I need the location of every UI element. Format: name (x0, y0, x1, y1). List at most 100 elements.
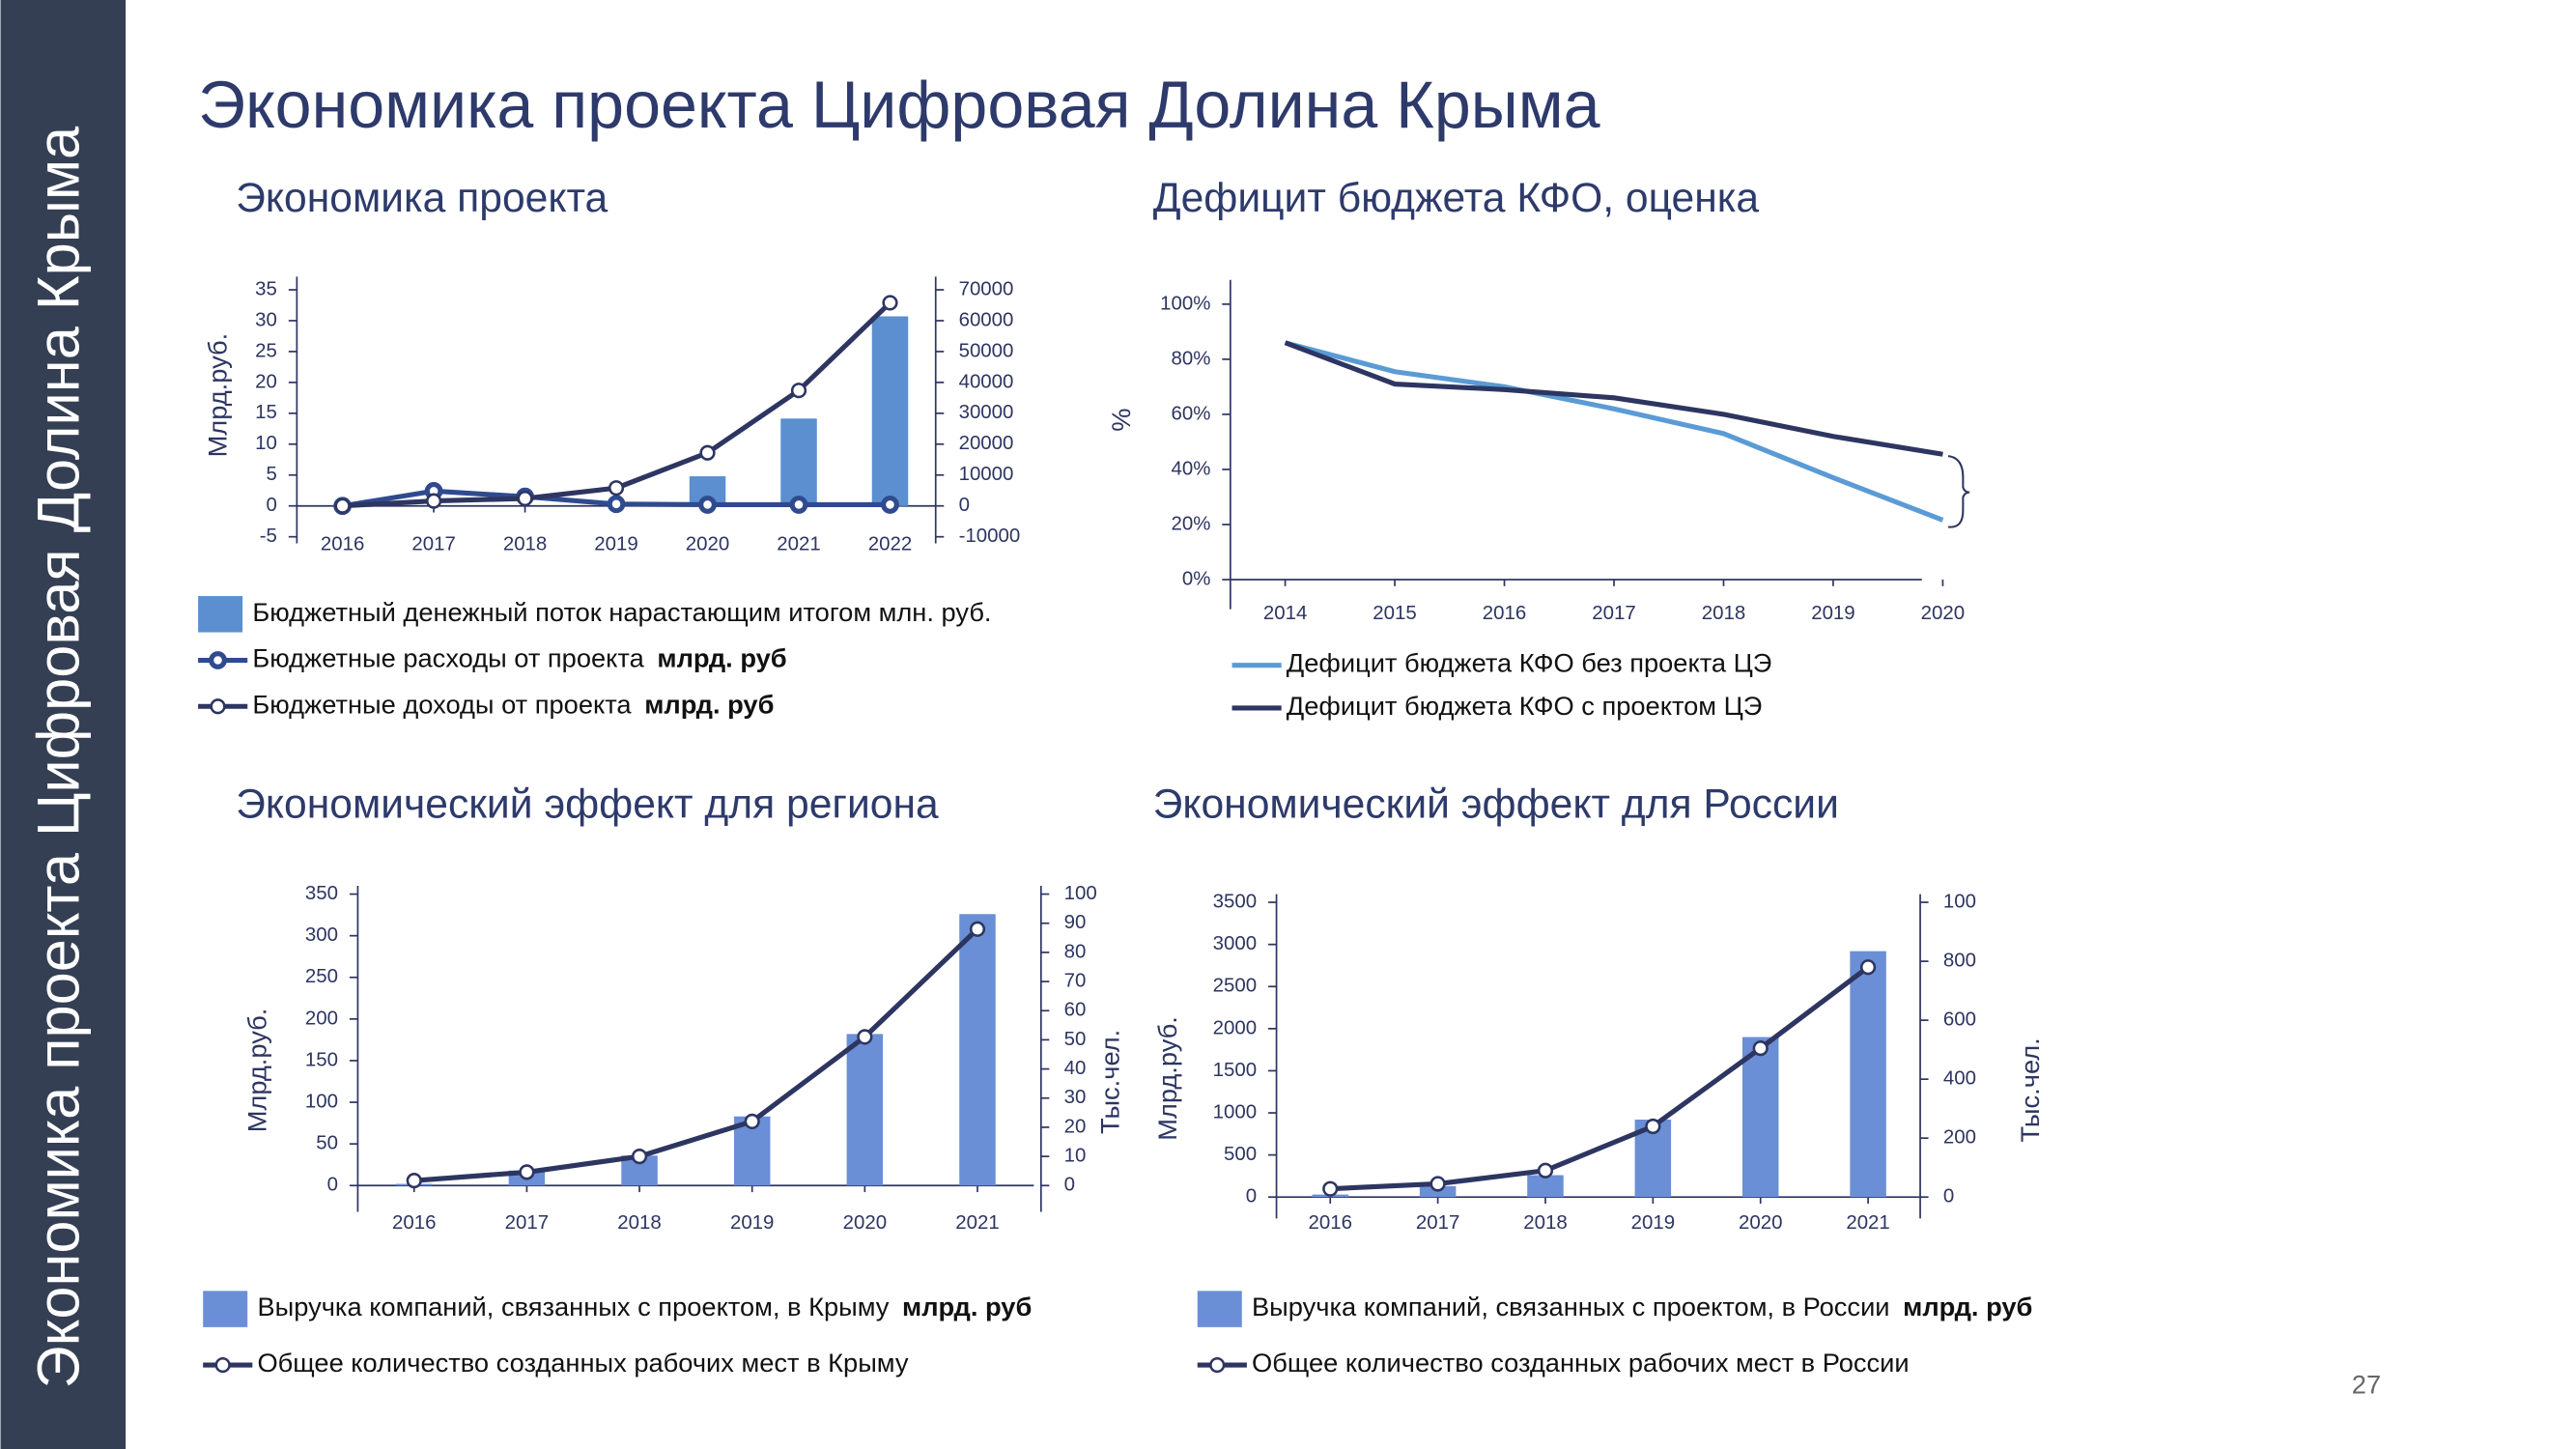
legend-name: Выручка компаний, связанных с проектом, … (1252, 1292, 1890, 1321)
y-tick-label: 2000 (1213, 1016, 1257, 1038)
y-tick-label: 10 (255, 432, 277, 454)
legend-swatch (203, 1291, 248, 1327)
y2-tick-label: 400 (1943, 1067, 1976, 1090)
x-tick-label: 2019 (594, 533, 637, 555)
legend-name: Бюджетный денежный поток нарастающим ито… (252, 597, 991, 627)
line (1284, 340, 1944, 523)
legend-unit: млрд. руб (657, 643, 786, 673)
marker (699, 444, 716, 461)
y2-tick-label: 0 (959, 494, 970, 516)
y2-tick-label: 100 (1943, 890, 1976, 912)
legend-name: Дефицит бюджета КФО без проекта ЦЭ (1287, 648, 1772, 678)
y2-tick-label: 30 (1064, 1086, 1087, 1108)
y2-tick-label: 600 (1943, 1009, 1976, 1031)
page-number: 27 (2352, 1369, 2381, 1399)
y-tick-label: 300 (305, 923, 338, 946)
marker (517, 490, 533, 507)
y2-tick-label: 30000 (959, 401, 1014, 423)
legend-label: Дефицит бюджета КФО без проекта ЦЭ (1287, 648, 1772, 678)
y-tick-label: 20% (1171, 512, 1210, 534)
x-tick-label: 2020 (1921, 602, 1965, 624)
bar (780, 418, 817, 506)
y-tick-label: 100% (1160, 292, 1210, 314)
x-tick-label: 2015 (1373, 602, 1416, 624)
x-tick-label: 2016 (321, 533, 364, 555)
line (1330, 965, 1870, 1192)
marker (607, 495, 626, 514)
marker (519, 1164, 535, 1180)
y-tick-label: 5 (267, 463, 277, 485)
legend-label: Общее количество созданных рабочих мест … (1252, 1348, 1910, 1378)
sidebar (0, 0, 127, 1449)
y-tick-label: 15 (255, 401, 277, 423)
y2-tick-label: 90 (1064, 911, 1087, 933)
y-tick-label: 0 (267, 494, 277, 516)
y2-tick-label: 20000 (959, 432, 1014, 454)
y-tick-label: 50 (316, 1132, 338, 1154)
legend-name: Выручка компаний, связанных с проектом, … (257, 1292, 889, 1321)
x-tick-label: 2019 (1631, 1211, 1675, 1234)
legend-unit: млрд. руб (1903, 1292, 2032, 1321)
x-tick-label: 2021 (777, 533, 820, 555)
x-tick-label: 2014 (1263, 602, 1307, 624)
legend-label: Дефицит бюджета КФО с проектом ЦЭ (1287, 691, 1763, 721)
y2-tick-label: 60000 (959, 308, 1014, 330)
y2-tick-label: 50000 (959, 339, 1014, 361)
x-tick-label: 2018 (503, 533, 547, 555)
y-tick-label: 25 (255, 339, 277, 361)
y-axis-title: Млрд.руб. (202, 333, 232, 458)
y-tick-label: 0% (1182, 567, 1211, 589)
x-tick-label: 2022 (868, 533, 912, 555)
marker (857, 1029, 873, 1045)
bar (959, 914, 996, 1186)
y-tick-label: 3000 (1213, 932, 1257, 954)
x-tick-label: 2017 (1592, 602, 1635, 624)
marker (406, 1173, 422, 1189)
marker (1645, 1118, 1661, 1135)
y2-tick-label: 0 (1943, 1185, 1954, 1208)
y-tick-label: 1500 (1213, 1059, 1257, 1081)
y-tick-label: 40% (1171, 457, 1210, 479)
y2-tick-label: 50 (1064, 1028, 1087, 1050)
y2-axis-title: Тыс.чел. (2015, 1037, 2045, 1142)
x-tick-label: 2016 (1483, 602, 1526, 624)
x-tick-label: 2020 (686, 533, 729, 555)
line (413, 926, 979, 1183)
marker (334, 497, 351, 514)
y2-tick-label: 60 (1064, 999, 1087, 1021)
x-tick-label: 2018 (617, 1211, 661, 1234)
y-axis-title: % (1106, 409, 1136, 432)
y2-tick-label: -10000 (959, 525, 1021, 547)
x-tick-label: 2018 (1523, 1211, 1567, 1234)
bar (1741, 1037, 1779, 1198)
legend-label: Выручка компаний, связанных с проектом, … (257, 1292, 1032, 1321)
legend-marker (209, 651, 227, 669)
x-tick-label: 2017 (505, 1211, 549, 1234)
y-tick-label: 500 (1224, 1143, 1257, 1165)
y2-tick-label: 70000 (959, 277, 1014, 299)
y-axis-title: Млрд.руб. (1152, 1016, 1182, 1141)
sidebar-title: Экономика проекта Цифровая Долина Крыма (26, 126, 93, 1388)
y-tick-label: 0 (1246, 1185, 1257, 1208)
y2-tick-label: 100 (1064, 882, 1097, 904)
y-tick-label: 350 (305, 882, 338, 904)
legend-label: Бюджетный денежный поток нарастающим ито… (252, 597, 991, 627)
y-tick-label: 150 (305, 1048, 338, 1070)
marker (744, 1113, 760, 1129)
bar (1527, 1175, 1564, 1198)
x-tick-label: 2020 (843, 1211, 887, 1234)
x-tick-label: 2018 (1702, 602, 1745, 624)
x-tick-label: 2021 (955, 1211, 999, 1234)
y-tick-label: 60% (1171, 402, 1210, 424)
legend-unit: млрд. руб (644, 689, 774, 719)
y-axis-title: Млрд.руб. (241, 1009, 271, 1133)
marker (789, 496, 808, 514)
marker (969, 921, 986, 937)
marker (1322, 1180, 1339, 1197)
legend-label: Бюджетные расходы от проекта млрд. руб (252, 643, 786, 673)
legend-name: Бюджетные доходы от проекта (252, 689, 632, 719)
y-tick-label: 3500 (1213, 890, 1257, 912)
y-tick-label: 20 (255, 370, 277, 392)
legend-name: Общее количество созданных рабочих мест … (1252, 1348, 1910, 1378)
